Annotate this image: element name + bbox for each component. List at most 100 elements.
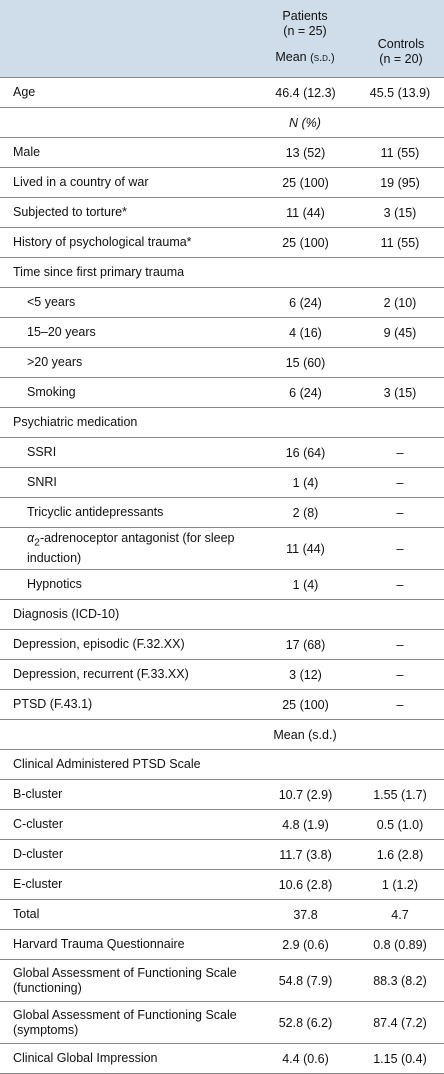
row-label: Subjected to torture* bbox=[13, 205, 127, 219]
patients-value: 16 (64) bbox=[285, 445, 326, 460]
patients-header-label: Patients bbox=[282, 9, 328, 23]
controls-value: 2 (10) bbox=[383, 295, 417, 310]
patients-value: 25 (100) bbox=[282, 175, 329, 190]
table-row: History of psychological trauma* 25 (100)… bbox=[0, 228, 444, 258]
controls-value: 87.4 (7.2) bbox=[373, 1015, 427, 1030]
patients-value: 11.7 (3.8) bbox=[279, 847, 332, 862]
patients-value: 10.7 (2.9) bbox=[278, 787, 333, 802]
patients-n: (n = 25) bbox=[283, 24, 327, 38]
patients-column-header: Patients (n = 25) Mean (s.d.) bbox=[262, 9, 348, 66]
patients-value: 2 (8) bbox=[292, 505, 319, 520]
subheader-n-percent: N (%) bbox=[289, 115, 321, 130]
controls-value: – bbox=[396, 667, 404, 682]
row-label: α2-adrenoceptor antagonist (for sleep in… bbox=[27, 531, 262, 566]
controls-value: 4.7 bbox=[391, 907, 409, 922]
controls-column-header: Controls (n = 20) bbox=[362, 37, 440, 67]
row-label: C-cluster bbox=[13, 817, 64, 831]
row-label: E-cluster bbox=[13, 877, 63, 891]
controls-value: 3 (15) bbox=[383, 385, 417, 400]
patients-value: 4.8 (1.9) bbox=[282, 817, 329, 832]
table-row: Harvard Trauma Questionnaire 2.9 (0.6) 0.8… bbox=[0, 930, 444, 960]
table-row: Depression, recurrent (F.33.XX) 3 (12) – bbox=[0, 660, 444, 690]
controls-header-label: Controls bbox=[377, 37, 425, 51]
controls-value: 11 (55) bbox=[380, 235, 420, 250]
row-label: Male bbox=[13, 145, 41, 159]
table-row: Hypnotics 1 (4) – bbox=[0, 570, 444, 600]
controls-value: 9 (45) bbox=[383, 325, 417, 340]
patients-value: 15 (60) bbox=[285, 355, 326, 370]
controls-value: – bbox=[396, 475, 404, 490]
patients-value: 37.8 bbox=[293, 907, 318, 922]
section-row: Time since first primary trauma bbox=[0, 258, 444, 288]
controls-value: 1.6 (2.8) bbox=[376, 847, 424, 862]
patients-value: 10.6 (2.8) bbox=[278, 877, 333, 892]
table-row: PTSD (F.43.1) 25 (100) – bbox=[0, 690, 444, 720]
controls-value: – bbox=[396, 577, 404, 592]
section-label: Diagnosis (ICD-10) bbox=[13, 607, 120, 621]
table-row: B-cluster 10.7 (2.9) 1.55 (1.7) bbox=[0, 780, 444, 810]
row-label: Age bbox=[13, 85, 36, 99]
table-header: Patients (n = 25) Mean (s.d.) Controls (… bbox=[0, 0, 444, 78]
table-row: Global Assessment of Functioning Scale (… bbox=[0, 1002, 444, 1044]
section-label: Time since first primary trauma bbox=[13, 265, 185, 279]
controls-value: – bbox=[396, 541, 404, 556]
table-row: Tricyclic antidepressants 2 (8) – bbox=[0, 498, 444, 528]
patients-value: 13 (52) bbox=[285, 145, 326, 160]
table-row: Total 37.8 4.7 bbox=[0, 900, 444, 930]
row-label: Depression, recurrent (F.33.XX) bbox=[13, 667, 189, 681]
table-row: Male 13 (52) 11 (55) bbox=[0, 138, 444, 168]
controls-value: 0.8 (0.89) bbox=[373, 937, 427, 952]
patients-mean-sd: Mean (s.d.) bbox=[262, 50, 348, 66]
row-label: SSRI bbox=[27, 445, 57, 459]
patients-value: 1 (4) bbox=[292, 577, 319, 592]
row-label: D-cluster bbox=[13, 847, 64, 861]
patients-value: 4.4 (0.6) bbox=[282, 1051, 329, 1066]
patients-value: 2.9 (0.6) bbox=[282, 937, 329, 952]
row-label: PTSD (F.43.1) bbox=[13, 697, 93, 711]
table-row: C-cluster 4.8 (1.9) 0.5 (1.0) bbox=[0, 810, 444, 840]
patients-value: 25 (100) bbox=[282, 697, 329, 712]
patients-value: 6 (24) bbox=[289, 295, 322, 310]
alpha-symbol: α bbox=[27, 531, 35, 546]
table-row: 15–20 years 4 (16) 9 (45) bbox=[0, 318, 444, 348]
table-row: Subjected to torture* 11 (44) 3 (15) bbox=[0, 198, 444, 228]
controls-value: 3 (15) bbox=[383, 205, 417, 220]
table-row: D-cluster 11.7 (3.8) 1.6 (2.8) bbox=[0, 840, 444, 870]
row-label-text: -adrenoceptor antagonist (for sleep indu… bbox=[27, 531, 235, 565]
controls-value: 88.3 (8.2) bbox=[373, 973, 427, 988]
row-label: <5 years bbox=[27, 295, 76, 309]
row-label: Harvard Trauma Questionnaire bbox=[13, 937, 185, 951]
table-row: Lived in a country of war 25 (100) 19 (95) bbox=[0, 168, 444, 198]
table-row: E-cluster 10.6 (2.8) 1 (1.2) bbox=[0, 870, 444, 900]
patients-value: 6 (24) bbox=[289, 385, 322, 400]
patients-sd-label: (s.d.) bbox=[310, 52, 335, 64]
row-label: B-cluster bbox=[13, 787, 63, 801]
row-label: Hypnotics bbox=[27, 577, 82, 591]
controls-value: 11 (55) bbox=[380, 145, 420, 160]
patients-value: 25 (100) bbox=[282, 235, 329, 250]
table-row: Global Assessment of Functioning Scale (… bbox=[0, 960, 444, 1002]
patients-value: 11 (44) bbox=[286, 205, 325, 220]
subheader-row: N (%) bbox=[0, 108, 444, 138]
subheader-mean-sd: Mean (s.d.) bbox=[273, 727, 337, 742]
row-label: 15–20 years bbox=[27, 325, 96, 339]
section-row: Clinical Administered PTSD Scale bbox=[0, 750, 444, 780]
subheader-row: Mean (s.d.) bbox=[0, 720, 444, 750]
row-label: Lived in a country of war bbox=[13, 175, 149, 189]
section-label: Clinical Administered PTSD Scale bbox=[13, 757, 201, 771]
row-label: Global Assessment of Functioning Scale (… bbox=[13, 965, 237, 995]
controls-value: – bbox=[396, 505, 404, 520]
table-row: SNRI 1 (4) – bbox=[0, 468, 444, 498]
section-row: Diagnosis (ICD-10) bbox=[0, 600, 444, 630]
table-row: >20 years 15 (60) bbox=[0, 348, 444, 378]
row-label: Tricyclic antidepressants bbox=[27, 505, 164, 519]
row-label: Total bbox=[13, 907, 40, 921]
patients-value: 52.8 (6.2) bbox=[278, 1015, 333, 1030]
table-row: <5 years 6 (24) 2 (10) bbox=[0, 288, 444, 318]
row-label: Depression, episodic (F.32.XX) bbox=[13, 637, 185, 651]
section-label: Psychiatric medication bbox=[13, 415, 138, 429]
patients-value: 3 (12) bbox=[289, 667, 322, 682]
patients-value: 54.8 (7.9) bbox=[278, 973, 333, 988]
table-row: Smoking 6 (24) 3 (15) bbox=[0, 378, 444, 408]
